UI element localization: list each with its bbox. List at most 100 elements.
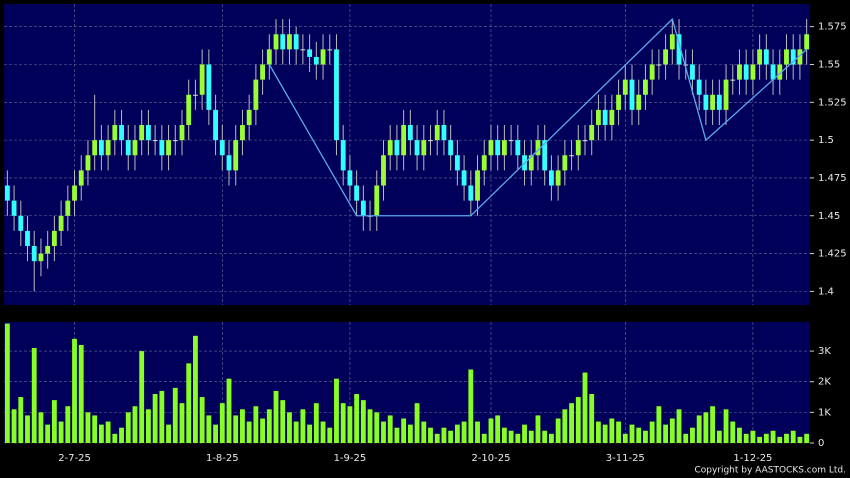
volume-bar [394, 427, 400, 443]
candle-body [434, 125, 440, 141]
volume-bar [78, 344, 84, 443]
candle-body [193, 94, 198, 96]
candle-body [656, 64, 662, 66]
candle-body [669, 34, 675, 50]
candle-body [132, 140, 138, 156]
volume-bar [266, 409, 272, 443]
candle-body [763, 49, 769, 65]
candle-body [219, 140, 225, 156]
volume-bar [522, 424, 527, 443]
candle-body [307, 49, 313, 57]
candle-body [260, 64, 266, 80]
candle-body [407, 125, 413, 141]
candle-body [166, 140, 171, 156]
volume-bar [293, 421, 299, 443]
y-tick-label: 1.525 [818, 97, 847, 108]
candle-body [454, 155, 460, 171]
candle-body [468, 185, 474, 201]
candle-body [730, 79, 736, 81]
volume-bar [354, 393, 360, 443]
volume-bar [327, 427, 333, 443]
candle-body [25, 230, 30, 247]
candle-body [804, 34, 810, 50]
volume-bar [347, 406, 353, 443]
candle-body [266, 49, 272, 65]
candle-body [542, 140, 548, 171]
volume-bar [441, 427, 447, 443]
candle-body [38, 253, 44, 262]
candle-body [643, 79, 648, 95]
candle-body [320, 49, 326, 65]
volume-bar [300, 409, 306, 443]
candle-body [548, 170, 554, 186]
candle-body [743, 64, 749, 80]
volume-bar [575, 397, 581, 443]
candle-body [152, 140, 158, 142]
candle-body [629, 79, 635, 110]
candle-body [575, 140, 581, 156]
candle-body [347, 170, 353, 186]
price-panel [4, 4, 810, 305]
volume-bar [562, 409, 568, 443]
candle-body [797, 49, 803, 65]
candle-body [31, 246, 37, 262]
candle-body [334, 49, 339, 141]
volume-bar [45, 424, 51, 443]
volume-tick-label: 1K [818, 407, 831, 418]
candle-body [340, 140, 346, 171]
candle-body [112, 125, 118, 141]
volume-bar [38, 412, 44, 443]
candle-body [159, 140, 165, 156]
volume-bar [125, 412, 131, 443]
volume-bar [723, 409, 729, 443]
volume-bar [777, 436, 783, 443]
volume-bar [166, 424, 171, 443]
volume-bar [582, 372, 588, 443]
candle-body [139, 125, 145, 141]
volume-bar [287, 412, 292, 443]
volume-tick-label: 3K [818, 346, 831, 357]
candle-body [622, 79, 628, 95]
volume-bar [690, 427, 695, 443]
candle-body [495, 140, 501, 156]
volume-bar [25, 415, 30, 443]
volume-bar [18, 397, 24, 443]
candle-body [737, 64, 742, 80]
x-tick-label: 2-7-25 [58, 453, 91, 464]
x-tick-label: 1-12-25 [733, 453, 772, 464]
volume-bar [609, 418, 615, 443]
volume-bar [797, 436, 803, 443]
candle-body [555, 170, 561, 186]
x-tick-label: 1-8-25 [206, 453, 239, 464]
volume-bar [421, 421, 427, 443]
volume-bar [622, 433, 628, 443]
candle-body [72, 185, 77, 201]
candle-body [253, 79, 259, 110]
candle-body [327, 49, 333, 51]
candle-body [616, 94, 621, 110]
volume-bar [730, 421, 736, 443]
volume-bar [737, 427, 742, 443]
volume-bar [132, 406, 138, 443]
volume-bar [112, 433, 118, 443]
volume-bar [58, 421, 64, 443]
y-tick-label: 1.5 [818, 135, 834, 146]
candle-body [696, 79, 702, 95]
candle-body [213, 109, 218, 141]
x-tick-label: 3-11-25 [606, 453, 645, 464]
candle-body [226, 155, 232, 171]
volume-bar [387, 415, 393, 443]
volume-bar [307, 424, 313, 443]
volume-bar [98, 424, 104, 443]
volume-bar [589, 393, 595, 443]
volume-bar [11, 409, 17, 443]
volume-bar [407, 424, 413, 443]
volume-bar [703, 412, 709, 443]
volume-bar [696, 415, 702, 443]
candle-body [300, 49, 306, 51]
candle-body [535, 140, 541, 156]
candle-body [280, 34, 286, 50]
volume-bar [4, 323, 10, 443]
volume-bar [360, 400, 366, 443]
